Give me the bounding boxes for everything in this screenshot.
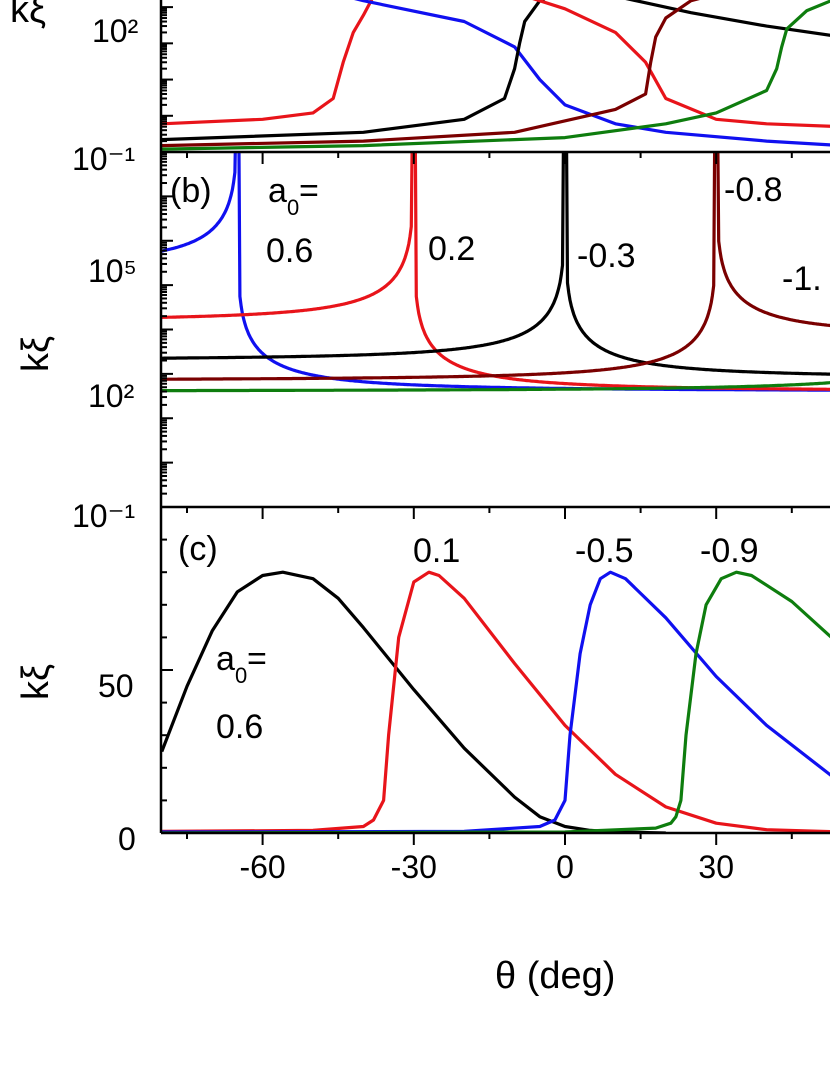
- series-label-c-0.1: 0.1: [413, 532, 460, 570]
- series-label-c-neg0.5: -0.5: [575, 532, 634, 570]
- x-axis-label: θ (deg): [495, 955, 615, 997]
- a0-subscript-b: 0: [287, 195, 299, 220]
- y-tick-label-c-50: 50: [98, 668, 134, 704]
- y-axis-label-b: kξ: [15, 336, 57, 372]
- series-label-b-neg0.3: -0.3: [577, 237, 636, 275]
- series-line-b-4: [161, 381, 830, 393]
- series-line-a-4: [161, 0, 700, 148]
- a0-subscript-c: 0: [235, 663, 247, 688]
- series-line-c-1: [161, 570, 830, 833]
- series-line-a-1: [354, 0, 830, 147]
- a0-symbol-b: a: [268, 172, 287, 210]
- y-tick-label-a-2: 10⁻¹: [72, 141, 135, 177]
- x-tick-label: -30: [391, 849, 437, 885]
- series-line-a-5: [161, 0, 830, 151]
- series-line-a-3: [532, 0, 830, 128]
- y-tick-label-b-3: 10⁻¹: [72, 498, 135, 534]
- a0-symbol-c: a: [216, 640, 235, 678]
- panel-label-b: (b): [170, 172, 212, 210]
- series-line-b-1: [161, 152, 830, 391]
- x-tick-label: -60: [239, 849, 285, 885]
- series-line-a-0: [161, 0, 374, 126]
- series-line-c-3: [161, 570, 830, 833]
- series-line-c-2: [161, 570, 830, 833]
- x-tick-label: 30: [698, 849, 734, 885]
- series-layer: [161, 0, 830, 833]
- series-line-c-0: [161, 570, 666, 833]
- series-label-b-neg1: -1.: [782, 260, 822, 298]
- series-label-b-0.6: 0.6: [266, 232, 313, 270]
- y-tick-label-b-1: 10⁵: [88, 253, 137, 289]
- series-label-c-0.6: 0.6: [216, 708, 263, 746]
- a0-equals-b: =: [299, 172, 319, 210]
- series-line-a-2: [161, 0, 830, 142]
- y-tick-label-c-0: 0: [118, 821, 136, 857]
- axis-layer: [159, 0, 830, 845]
- panel-label-c: (c): [178, 530, 218, 568]
- series-line-b-3: [161, 152, 830, 381]
- y-tick-label-b-2: 10²: [88, 378, 135, 414]
- series-label-c-neg0.9: -0.9: [700, 532, 759, 570]
- series-line-b-2: [161, 152, 830, 376]
- y-axis-label-a: kξ: [10, 0, 46, 31]
- x-tick-label: 0: [556, 849, 574, 885]
- y-axis-label-c: kξ: [15, 664, 57, 700]
- series-label-b-0.2: 0.2: [428, 230, 475, 268]
- y-tick-label-a-1: 10²: [92, 13, 139, 49]
- series-label-b-neg0.8: -0.8: [724, 171, 783, 209]
- a0-equals-c: =: [247, 640, 267, 678]
- x-tick-labels: -60 -30 0 30: [239, 849, 734, 885]
